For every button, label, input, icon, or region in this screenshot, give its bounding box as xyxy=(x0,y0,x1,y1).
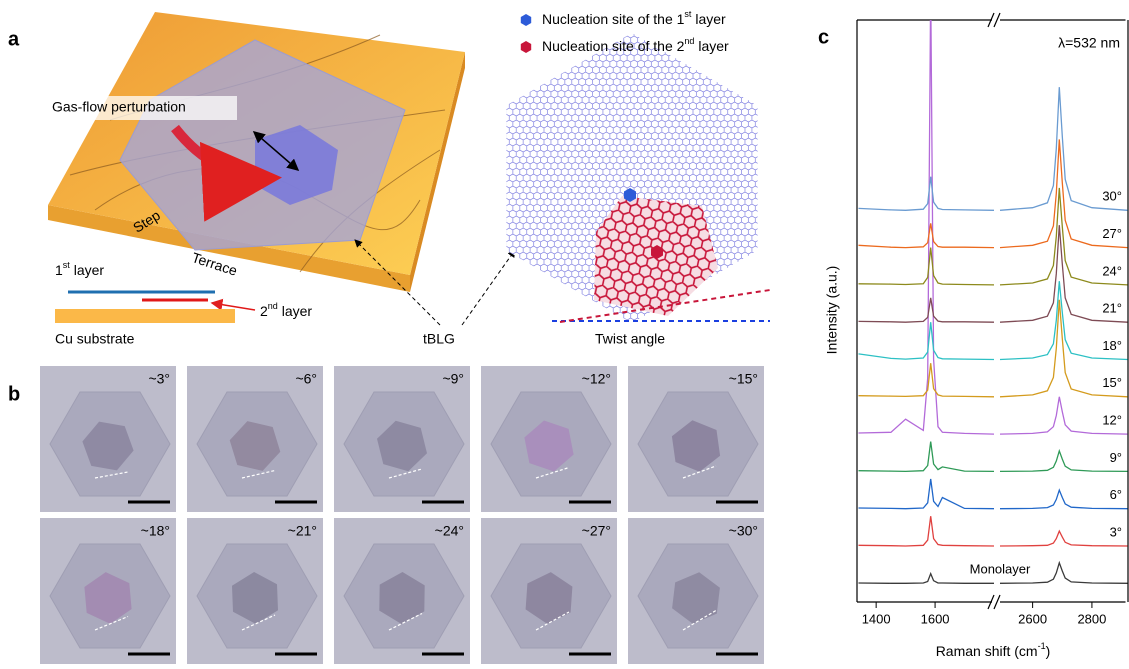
series-label: 21° xyxy=(1102,301,1122,316)
twist-label: Twist angle xyxy=(595,331,665,347)
angle-label: ~15° xyxy=(729,371,758,387)
micrograph: ~15° xyxy=(628,366,764,512)
gas-flow-label: Gas-flow perturbation xyxy=(52,99,186,115)
text: nd xyxy=(268,301,278,311)
angle-label: ~21° xyxy=(288,523,317,539)
angle-label: ~12° xyxy=(582,371,611,387)
y-axis-label: Intensity (a.u.) xyxy=(824,266,840,355)
panel-label: a xyxy=(8,28,20,50)
x-axis-label: Raman shift (cm-1) xyxy=(936,641,1051,658)
micrograph: ~27° xyxy=(481,518,617,664)
spectrum xyxy=(859,0,995,434)
substrate-bar xyxy=(55,309,235,323)
traces xyxy=(859,0,1128,583)
spectrum xyxy=(859,322,995,359)
panel-b: b ~3° ~6° ~9° ~12° ~15° ~18° ~21° ~24° ~27° ~30° xyxy=(8,366,764,664)
micrograph: ~30° xyxy=(628,518,764,664)
spectrum xyxy=(859,442,995,472)
micrograph: ~12° xyxy=(481,366,617,512)
series-label: 12° xyxy=(1102,412,1122,427)
x-tick-label: 1400 xyxy=(862,611,891,626)
micrograph: ~21° xyxy=(187,518,323,664)
series-label: 30° xyxy=(1102,189,1122,204)
second-layer-label: 2nd layer xyxy=(260,301,312,318)
spectrum xyxy=(859,479,995,509)
text: nd xyxy=(684,36,694,46)
text: 2 xyxy=(260,303,268,319)
spectrum xyxy=(859,177,995,211)
panel-a: a Gas-flow perturbation Step Terrace 1st… xyxy=(8,9,770,346)
figure: a Gas-flow perturbation Step Terrace 1st… xyxy=(0,0,1129,669)
micrograph: ~18° xyxy=(40,518,176,664)
series-label: 3° xyxy=(1110,524,1122,539)
series-label: 18° xyxy=(1102,338,1122,353)
arrow xyxy=(462,250,515,325)
spectrum xyxy=(1000,531,1128,546)
micrograph: ~3° xyxy=(40,366,176,512)
text: Raman shift (cm xyxy=(936,643,1038,659)
series-label: 9° xyxy=(1110,450,1122,465)
x-tick-label: 2800 xyxy=(1077,611,1106,626)
angle-label: ~9° xyxy=(442,371,464,387)
text: layer xyxy=(278,303,313,319)
text: -1 xyxy=(1038,641,1046,651)
series-label: 24° xyxy=(1102,263,1122,278)
micrograph: ~24° xyxy=(334,518,470,664)
angle-label: ~3° xyxy=(148,371,170,387)
spectrum xyxy=(1000,490,1128,509)
substrate-label: Cu substrate xyxy=(55,331,135,347)
legend-label: Nucleation site of the 2nd layer xyxy=(542,36,729,53)
spectrum xyxy=(859,298,995,322)
x-tick-label: 2600 xyxy=(1018,611,1047,626)
series-label: Monolayer xyxy=(970,562,1031,577)
series-label: 6° xyxy=(1110,487,1122,502)
axis-break xyxy=(994,13,1000,27)
legend-marker xyxy=(521,14,531,26)
spectrum xyxy=(859,223,995,247)
text: layer xyxy=(691,11,726,27)
micrograph: ~6° xyxy=(187,366,323,512)
legend-marker xyxy=(521,41,531,53)
text: layer xyxy=(694,38,729,54)
panel-c: c λ=532 nm Intensity (a.u.) Raman shift … xyxy=(818,0,1128,659)
series-label: 27° xyxy=(1102,226,1122,241)
series-label: 15° xyxy=(1102,375,1122,390)
text: Nucleation site of the 2 xyxy=(542,38,685,54)
angle-label: ~18° xyxy=(141,523,170,539)
spectrum xyxy=(859,363,995,397)
tblg-label: tBLG xyxy=(423,331,455,347)
text: Nucleation site of the 1 xyxy=(542,11,685,27)
x-tick-label: 1600 xyxy=(921,611,950,626)
micrograph: ~9° xyxy=(334,366,470,512)
legend-label: Nucleation site of the 1st layer xyxy=(542,9,726,26)
panel-label: c xyxy=(818,26,829,48)
angle-label: ~30° xyxy=(729,523,758,539)
angle-label: ~27° xyxy=(582,523,611,539)
axis-break xyxy=(994,595,1000,609)
text: ) xyxy=(1046,643,1051,659)
spectrum xyxy=(859,248,995,285)
spectrum xyxy=(1000,451,1128,472)
first-layer-label: 1st layer xyxy=(55,260,104,277)
text: layer xyxy=(70,262,105,278)
pointer xyxy=(212,303,255,310)
text: 1 xyxy=(55,262,63,278)
annotation: λ=532 nm xyxy=(1058,35,1120,51)
panel-label: b xyxy=(8,383,20,405)
angle-label: ~24° xyxy=(435,523,464,539)
angle-label: ~6° xyxy=(295,371,317,387)
spectrum xyxy=(859,516,995,546)
